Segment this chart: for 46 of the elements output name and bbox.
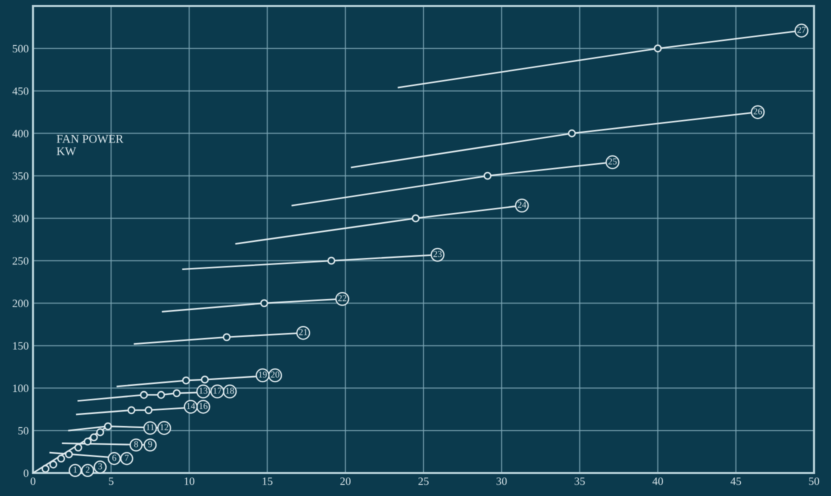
y-tick-label: 50 (18, 427, 28, 435)
annotation: 1 (74, 466, 77, 473)
annotation: 9 (148, 441, 152, 448)
annotation: 3 (98, 463, 102, 470)
annotation: 12 (160, 424, 168, 430)
annotation: 26 (754, 108, 762, 114)
x-tick-label: 20 (340, 477, 351, 485)
annotation: 2 (86, 466, 90, 473)
y-axis-title: FAN POWER KW (56, 134, 124, 156)
x-tick-label: 0 (30, 477, 36, 485)
annotation: 16 (200, 402, 208, 410)
annotation: 13 (200, 388, 208, 394)
x-tick-label: 25 (418, 478, 429, 485)
y-tick-label: 350 (12, 172, 28, 180)
x-tick-label: 5 (108, 478, 114, 485)
x-tick-label: 40 (652, 477, 663, 485)
y-tick-label: 100 (13, 384, 28, 392)
y-tick-label: 450 (12, 87, 28, 95)
x-tick-label: 30 (496, 477, 507, 485)
annotation: 23 (433, 250, 442, 258)
annotation: 24 (518, 202, 526, 208)
y-tick-label: 150 (13, 342, 28, 350)
x-tick-label: 10 (184, 477, 194, 485)
annotation: 21 (299, 329, 308, 336)
x-tick-label: 35 (574, 478, 585, 485)
annotation: 18 (226, 388, 234, 394)
y-tick-label: 0 (24, 469, 28, 477)
annotation: 11 (146, 424, 154, 430)
annotation: 8 (134, 441, 138, 448)
annotation: 19 (258, 372, 267, 378)
annotation: 20 (270, 372, 280, 378)
annotation: 14 (187, 402, 196, 409)
y-tick-label: 400 (12, 130, 28, 138)
annotation: 27 (797, 26, 806, 33)
y-tick-label: 200 (12, 300, 28, 308)
y-tick-label: 300 (12, 214, 28, 222)
annotation: 25 (608, 158, 617, 164)
y-tick-label: 250 (12, 257, 28, 265)
annotation: 7 (125, 454, 129, 461)
y-tick-label: 500 (12, 44, 28, 52)
annotation: 17 (214, 388, 222, 394)
x-tick-label: 15 (262, 478, 272, 485)
annotation: 6 (112, 454, 116, 461)
x-tick-label: 50 (809, 477, 820, 485)
x-tick-label: 45 (730, 478, 742, 485)
annotation: 22 (338, 295, 346, 302)
